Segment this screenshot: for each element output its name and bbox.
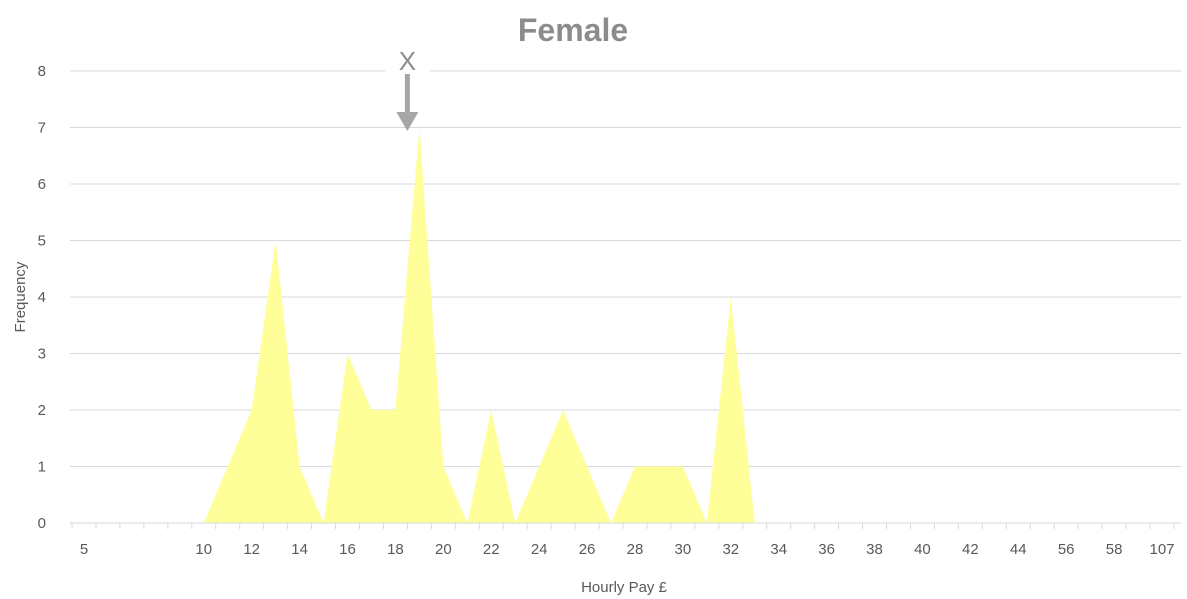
- x-tick-label: 30: [675, 541, 692, 558]
- x-tick-label: 58: [1106, 541, 1123, 558]
- x-tick-label: 26: [579, 541, 596, 558]
- x-tick-label: 20: [435, 541, 452, 558]
- peak-annotation: X: [385, 46, 430, 131]
- x-tick-label: 40: [914, 541, 931, 558]
- x-tick-label: 34: [770, 541, 787, 558]
- x-tick-labels: 5 10 12 14 16 18 20 22 24 26 28 30 32 34 36 38 40 42 44 56 5…: [80, 541, 1175, 558]
- y-tick-label: 8: [38, 63, 46, 80]
- y-tick-label: 4: [38, 289, 46, 306]
- y-tick-label: 7: [38, 120, 46, 137]
- x-tick-label: 18: [387, 541, 404, 558]
- y-tick-label: 3: [38, 346, 46, 363]
- x-tick-label: 5: [80, 541, 88, 558]
- y-tick-label: 6: [38, 176, 46, 193]
- x-tick-label: 56: [1058, 541, 1075, 558]
- axes: [70, 522, 1181, 529]
- y-tick-label: 5: [38, 233, 46, 250]
- x-axis-label: Hourly Pay £: [581, 579, 668, 596]
- x-tick-label: 16: [339, 541, 356, 558]
- x-tick-label: 22: [483, 541, 500, 558]
- y-axis-label: Frequency: [12, 261, 29, 332]
- annotation-label: X: [399, 46, 416, 76]
- x-tick-label: 107: [1149, 541, 1174, 558]
- x-tick-label: 36: [818, 541, 835, 558]
- x-tick-label: 38: [866, 541, 883, 558]
- x-tick-label: 42: [962, 541, 979, 558]
- x-tick-label: 28: [627, 541, 644, 558]
- y-tick-label: 2: [38, 402, 46, 419]
- x-tick-label: 10: [195, 541, 212, 558]
- chart-title: Female: [518, 12, 628, 48]
- x-tick-label: 32: [722, 541, 739, 558]
- y-tick-label: 1: [38, 459, 46, 476]
- frequency-area: [84, 127, 1162, 523]
- x-tick-label: 44: [1010, 541, 1027, 558]
- series-area: [84, 127, 1162, 523]
- y-tick-label: 0: [38, 515, 46, 532]
- y-tick-labels: 0 1 2 3 4 5 6 7 8: [38, 63, 46, 532]
- x-tick-label: 24: [531, 541, 548, 558]
- arrow-down-icon: [396, 112, 419, 131]
- gridlines: [70, 70, 1181, 467]
- x-tick-label: 14: [291, 541, 308, 558]
- x-tick-label: 12: [243, 541, 260, 558]
